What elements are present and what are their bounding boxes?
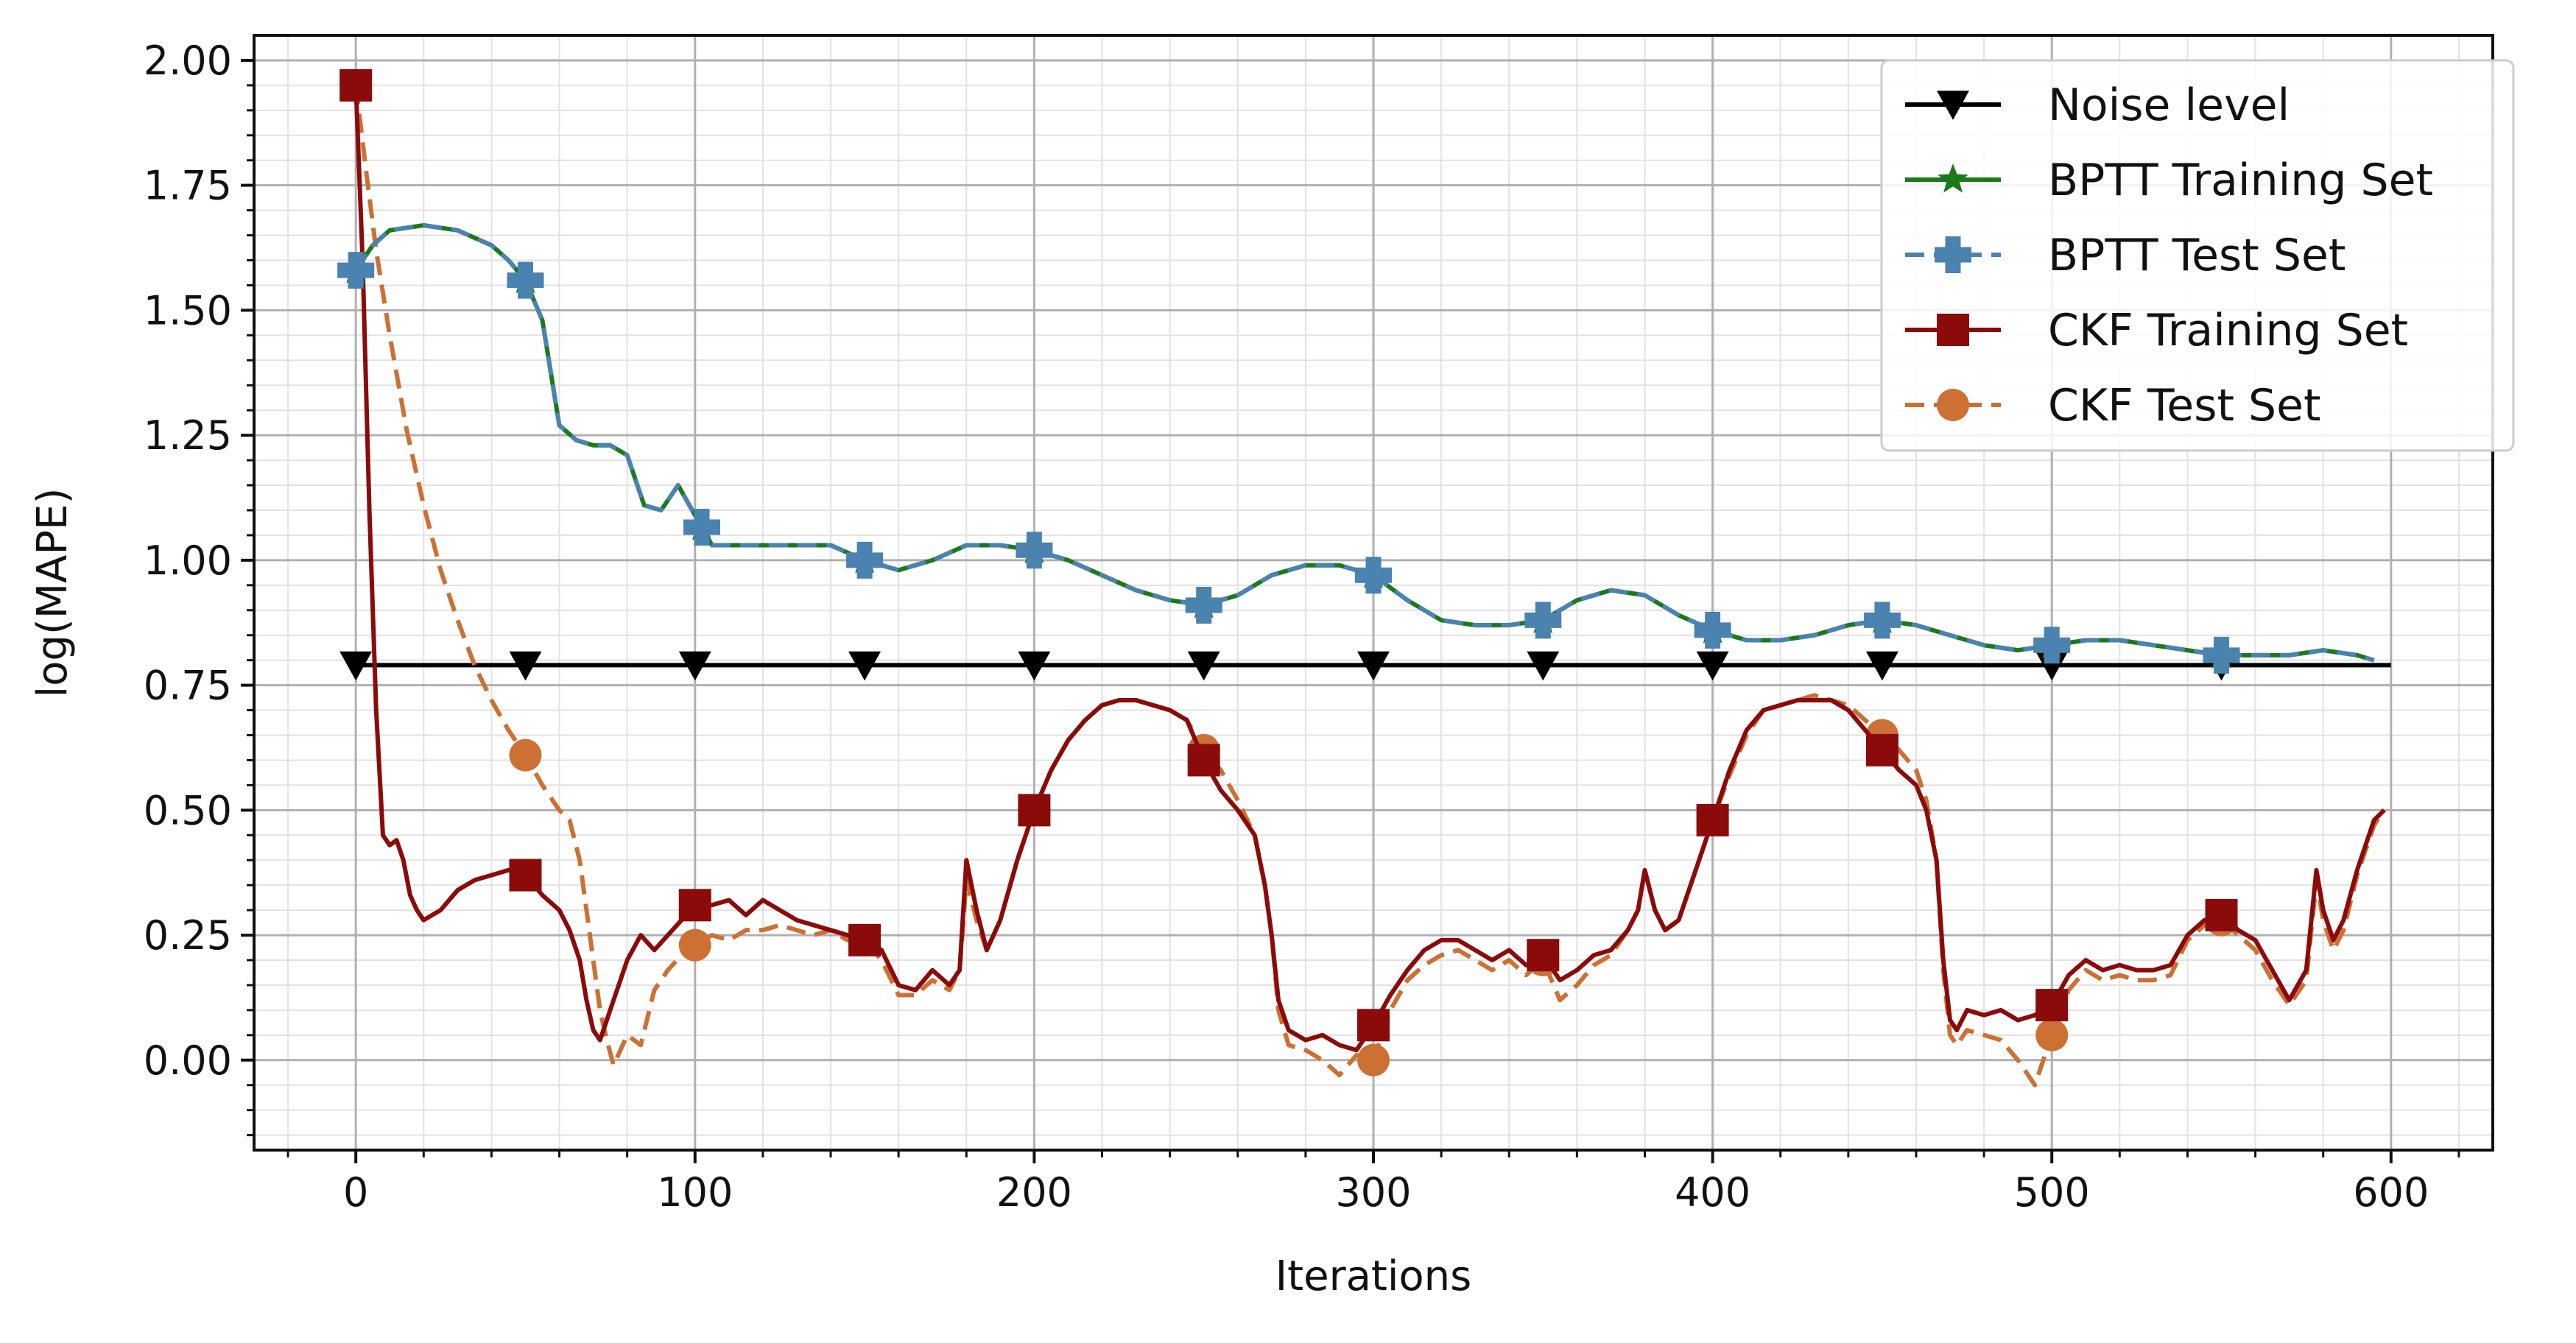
- x-axis: 0 100 200 300 400 500 600: [286, 1150, 2460, 1216]
- marker-ckf-training-set: [1187, 744, 1220, 777]
- legend-entry-noise-level: Noise level: [1905, 80, 2290, 131]
- marker-bptt-test-set: [2203, 636, 2240, 674]
- legend-label-noise-level: Noise level: [2048, 80, 2290, 131]
- legend-box: [1880, 59, 2515, 452]
- series-line-ckf-training-set: [353, 85, 2386, 1053]
- series-line-bptt-test-set: [353, 223, 2375, 663]
- marker-bptt-test-set: [1016, 532, 1053, 569]
- legend-marker-noise-level: [1937, 91, 1969, 120]
- y-tick-label: 1.50: [144, 287, 232, 334]
- marker-noise-level: [678, 651, 711, 681]
- series-line-ckf-test-set: [353, 85, 2387, 1088]
- plot-content: [337, 68, 2391, 1088]
- legend: Noise level BPTT Training Set BPTT Test Se…: [1880, 59, 2515, 452]
- marker-ckf-training-set: [339, 68, 373, 102]
- legend-label-bptt-test-set: BPTT Test Set: [2048, 230, 2346, 281]
- series-bptt-test-set: [337, 223, 2375, 674]
- y-tick-label: 2.00: [144, 38, 232, 84]
- marker-bptt-test-set: [2033, 627, 2071, 664]
- x-tick-label: 500: [2014, 1169, 2090, 1216]
- y-axis: 0.00 0.25 0.50 0.75 1.00 1.25 1.50 1.75 2.00: [144, 38, 254, 1137]
- legend-marker-ckf-test-set: [1937, 389, 1969, 421]
- x-tick-label: 100: [657, 1169, 733, 1216]
- x-tick-label: 400: [1675, 1169, 1750, 1216]
- y-tick-label: 0.25: [144, 912, 232, 959]
- marker-bptt-test-set: [507, 261, 544, 299]
- marker-noise-level: [1018, 651, 1051, 681]
- y-tick-label: 1.00: [144, 537, 232, 584]
- series-ckf-training-set: [339, 68, 2386, 1053]
- marker-noise-level: [2035, 651, 2069, 681]
- y-tick-label: 0.75: [144, 663, 232, 709]
- marker-bptt-test-set: [1355, 557, 1392, 594]
- marker-bptt-test-set: [337, 252, 375, 289]
- marker-ckf-training-set: [1865, 733, 1898, 766]
- legend-label-bptt-training-set: BPTT Training Set: [2048, 155, 2433, 206]
- marker-bptt-test-set: [1185, 586, 1222, 624]
- marker-noise-level: [1696, 651, 1729, 681]
- y-tick-label: 1.25: [144, 412, 232, 459]
- marker-ckf-training-set: [2205, 898, 2238, 931]
- marker-noise-level: [1187, 651, 1220, 681]
- marker-bptt-test-set: [1694, 611, 1731, 649]
- marker-ckf-test-set: [678, 928, 711, 962]
- marker-noise-level: [848, 651, 881, 681]
- marker-bptt-test-set: [683, 509, 720, 546]
- x-tick-label: 0: [343, 1169, 368, 1216]
- marker-noise-level: [1865, 651, 1898, 681]
- y-tick-label: 0.00: [144, 1037, 232, 1084]
- marker-ckf-training-set: [1018, 794, 1051, 827]
- marker-ckf-training-set: [1527, 939, 1560, 972]
- legend-marker-ckf-training-set: [1937, 314, 1969, 346]
- legend-entry-bptt-training-set: BPTT Training Set: [1905, 155, 2433, 206]
- marker-ckf-training-set: [848, 923, 881, 956]
- marker-ckf-training-set: [509, 859, 542, 892]
- marker-bptt-test-set: [846, 541, 884, 579]
- marker-ckf-test-set: [509, 739, 542, 772]
- y-axis-label: log(MAPE): [29, 488, 77, 698]
- legend-entry-bptt-test-set: BPTT Test Set: [1905, 230, 2346, 281]
- series-markers-ckf-training-set: [339, 68, 2238, 1042]
- y-tick-label: 1.75: [144, 163, 232, 209]
- marker-ckf-training-set: [678, 889, 711, 922]
- x-tick-label: 300: [1335, 1169, 1411, 1216]
- marker-ckf-test-set: [2035, 1018, 2069, 1051]
- legend-marker-bptt-test-set: [1935, 236, 1971, 273]
- marker-ckf-test-set: [1357, 1043, 1390, 1076]
- legend-label-ckf-training-set: CKF Training Set: [2048, 305, 2408, 356]
- legend-marker-bptt-training-set: [1938, 163, 1968, 193]
- x-axis-label: Iterations: [1275, 1252, 1472, 1300]
- marker-ckf-training-set: [2035, 989, 2069, 1022]
- marker-ckf-training-set: [1696, 803, 1729, 836]
- x-tick-label: 600: [2353, 1169, 2429, 1216]
- y-tick-label: 0.50: [144, 787, 232, 833]
- marker-bptt-test-set: [1524, 602, 1562, 639]
- legend-label-ckf-test-set: CKF Test Set: [2048, 380, 2321, 431]
- marker-ckf-training-set: [1357, 1009, 1390, 1042]
- series-markers-bptt-test-set: [337, 252, 2240, 674]
- legend-entry-ckf-training-set: CKF Training Set: [1905, 305, 2408, 356]
- legend-entry-ckf-test-set: CKF Test Set: [1905, 380, 2321, 431]
- marker-noise-level: [509, 651, 542, 681]
- marker-noise-level: [1357, 651, 1390, 681]
- x-tick-label: 200: [996, 1169, 1072, 1216]
- marker-noise-level: [1527, 651, 1560, 681]
- marker-bptt-test-set: [1863, 602, 1901, 639]
- marker-noise-level: [339, 651, 373, 681]
